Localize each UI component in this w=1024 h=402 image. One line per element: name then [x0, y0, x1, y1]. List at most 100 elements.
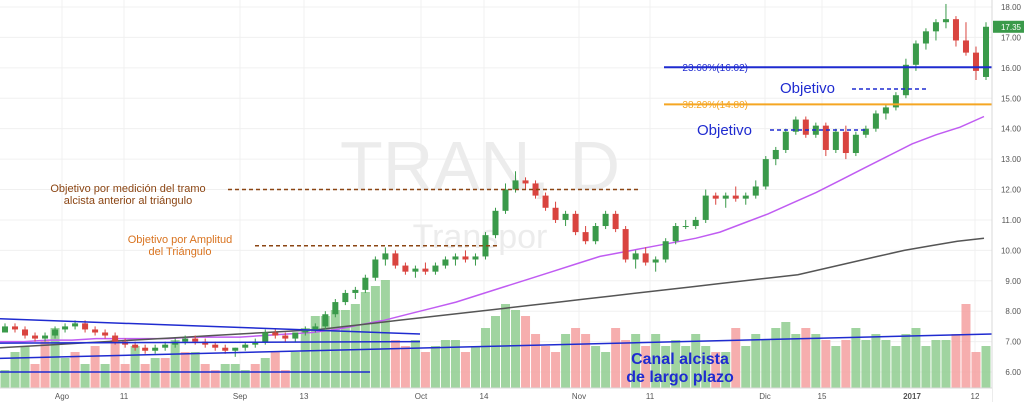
y-tick-label: 15.00	[1001, 94, 1022, 103]
volume-bar	[350, 304, 360, 388]
grid	[0, 0, 992, 388]
volume-bar	[871, 334, 881, 388]
volume-bar	[310, 316, 320, 388]
y-tick-label: 16.00	[1001, 64, 1022, 73]
candle-body	[872, 113, 879, 129]
candle-body	[712, 195, 719, 199]
volume-bar	[280, 370, 290, 388]
volume-bar	[771, 328, 781, 388]
volume-bar	[561, 334, 571, 388]
volume-bar	[340, 310, 350, 388]
volume-bar	[150, 358, 160, 388]
ma-slow-line	[0, 237, 985, 349]
volume-bar	[531, 334, 541, 388]
candle-body	[772, 149, 779, 160]
volume-bar	[160, 358, 170, 388]
watermark-name: Transpor	[413, 218, 548, 256]
candle-body	[522, 180, 529, 184]
volume-bar	[470, 346, 480, 388]
volume-bar	[130, 346, 140, 388]
candle-body	[232, 347, 239, 351]
target-amplitude-label-1: Objetivo por Amplitud	[128, 234, 233, 246]
candle-body	[212, 344, 219, 348]
volume-bar	[591, 346, 601, 388]
volume-bar	[260, 358, 270, 388]
candle-body	[152, 347, 159, 351]
candle-body	[42, 335, 49, 339]
candle-body	[552, 207, 559, 220]
volume-bar	[400, 346, 410, 388]
candle-body	[932, 22, 939, 32]
volume-bar	[601, 352, 611, 388]
y-tick-label: 12.00	[1001, 186, 1022, 195]
candle-body	[112, 335, 119, 342]
volume-bar	[741, 346, 751, 388]
x-tick-label: Ago	[55, 392, 70, 401]
x-tick-label: 13	[300, 392, 309, 401]
volume-bar	[410, 340, 420, 388]
candle-body	[762, 159, 769, 187]
candle-body	[332, 302, 339, 315]
volume-bar	[971, 352, 981, 388]
volume-bar	[60, 358, 70, 388]
candle-body	[892, 95, 899, 108]
volume-bar	[490, 316, 501, 388]
y-axis: 6.00 7.00 8.00 9.00 10.00 11.00 12.00 13.00 14.0…	[991, 0, 1024, 402]
candle-body	[572, 213, 579, 233]
candle-body	[692, 219, 699, 227]
volume-bar	[961, 304, 971, 388]
volume-bar	[460, 352, 470, 388]
volume-bar	[791, 334, 801, 388]
volume-bar	[90, 346, 100, 388]
volume-bar	[420, 352, 430, 388]
candle-body	[782, 131, 789, 150]
volume-bar	[180, 352, 190, 388]
candle-body	[132, 344, 139, 348]
candle-body	[792, 119, 799, 132]
candle-body	[302, 329, 309, 333]
candle-body	[412, 268, 419, 272]
watermark: TRAN, D Transpor	[340, 127, 620, 256]
volume-bar	[551, 352, 561, 388]
volume-bar	[50, 328, 60, 388]
x-tick-label: Nov	[572, 392, 586, 401]
target-measure-label-2: alcista anterior al triángulo	[64, 195, 192, 207]
volume-bar	[110, 340, 120, 388]
candle-body	[162, 344, 169, 348]
volume-bar	[370, 286, 380, 388]
volume-bar	[270, 352, 280, 388]
volume-bar	[250, 364, 260, 388]
candle-body	[592, 226, 599, 242]
candle-body	[342, 292, 349, 303]
trend-lines	[0, 66, 993, 373]
candle-body	[322, 314, 329, 327]
volume-bar	[891, 346, 901, 388]
volume-bar	[631, 334, 641, 388]
volume-bar	[581, 334, 591, 388]
candle-body	[492, 210, 499, 236]
canal-label-2: de largo plazo	[626, 369, 734, 386]
volume-bar	[921, 346, 931, 388]
fib-236-label: 23.60%(16.02)	[682, 63, 748, 74]
candle-body	[752, 186, 759, 196]
volume-bar	[320, 316, 330, 388]
y-tick-label: 8.00	[1005, 307, 1021, 316]
candle-body	[582, 232, 589, 242]
x-tick-label: 11	[120, 392, 129, 401]
candle-body	[722, 195, 729, 199]
candle-body	[742, 195, 749, 199]
candle-body	[272, 332, 279, 336]
volume-bar	[360, 292, 370, 388]
y-tick-label: 18.00	[1001, 3, 1022, 12]
volume-bar	[711, 352, 721, 388]
volume-bar	[10, 352, 20, 388]
candle-body	[562, 213, 569, 220]
candle-body	[182, 338, 189, 342]
x-axis: Ago 11 Sep 13 Oct 14 Nov 11 Dic 15 2017 12	[0, 387, 992, 402]
volume-bar	[541, 346, 551, 388]
volume-bar	[781, 322, 791, 388]
y-tick-label: 13.00	[1001, 155, 1022, 164]
volume-bar	[300, 328, 310, 388]
volume-bar	[681, 346, 691, 388]
